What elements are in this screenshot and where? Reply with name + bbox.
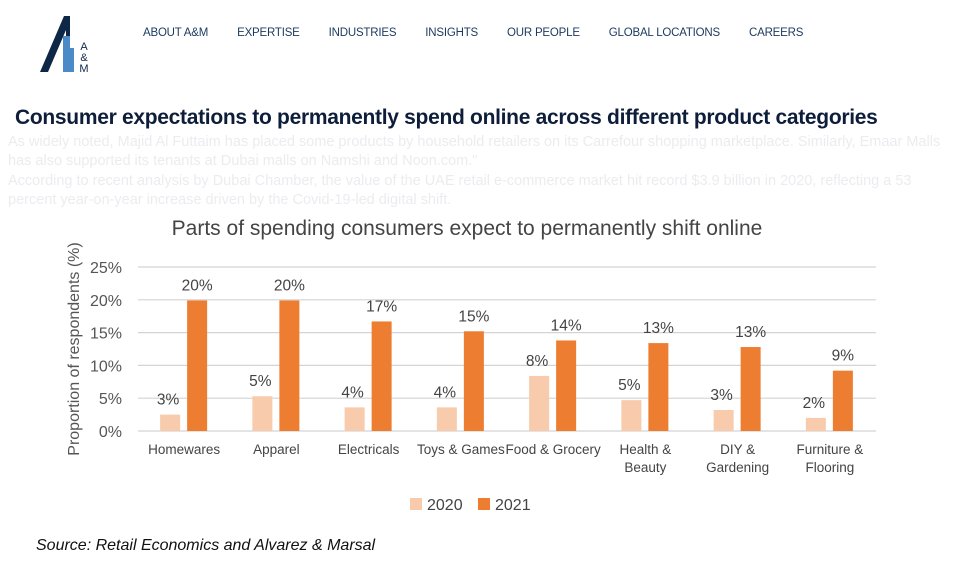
bar-2021 [740,347,761,431]
bar-2020 [344,407,365,431]
source-note: Source: Retail Economics and Alvarez & M… [36,537,376,554]
nav-global-locations[interactable]: GLOBAL LOCATIONS [608,27,720,39]
x-tick-label: Gardening [706,460,769,475]
am-logo-icon: A & M [40,16,89,75]
data-label-2020: 5% [249,373,272,390]
background-paragraph-1: As widely noted, Majid Al Futtaim has pl… [8,134,941,169]
data-label-2020: 3% [710,387,733,404]
x-tick-label: Flooring [805,460,854,475]
nav-careers[interactable]: CAREERS [749,27,804,39]
y-tick-label: 0% [99,424,122,441]
page-heading: Consumer expectations to permanently spe… [15,106,878,129]
bar-2021 [648,343,669,431]
data-label-2021: 9% [832,348,855,365]
y-tick-label: 5% [99,391,122,408]
x-tick-label: Health & [619,442,671,457]
bar-chart: Parts of spending consumers expect to pe… [66,217,876,514]
nav-our-people[interactable]: OUR PEOPLE [507,27,580,39]
bar-2020 [805,417,826,431]
y-axis-label: Proportion of respondents (%) [66,242,83,455]
data-label-2021: 15% [458,308,489,325]
nav-industries[interactable]: INDUSTRIES [328,27,397,39]
data-label-2020: 4% [434,384,457,401]
chart-title: Parts of spending consumers expect to pe… [172,217,763,240]
bar-2021 [463,331,484,431]
y-tick-label: 20% [90,293,122,310]
data-label-2020: 4% [341,384,364,401]
data-label-2021: 20% [274,277,305,294]
background-paragraph-2: According to recent analysis by Dubai Ch… [8,173,912,208]
y-tick-label: 25% [90,260,122,277]
nav-insights[interactable]: INSIGHTS [425,27,479,39]
x-tick-label: Homewares [148,442,220,457]
bar-2021 [832,370,853,431]
legend-label-2021: 2021 [495,497,531,514]
nav-about[interactable]: ABOUT A&M [143,27,209,39]
x-tick-label: Electricals [338,442,400,457]
data-label-2020: 5% [618,377,641,394]
x-tick-label: Furniture & [796,442,863,457]
data-label-2021: 17% [366,298,397,315]
x-tick-label: Toys & Games [417,442,505,457]
data-label-2021: 13% [735,324,766,341]
x-tick-label: Apparel [253,442,300,457]
svg-text:&: & [80,52,88,64]
x-tick-label: DIY & [720,442,755,457]
bar-2021 [187,300,208,431]
legend-label-2020: 2020 [427,497,463,514]
data-label-2020: 2% [803,395,826,412]
bar-2020 [160,414,181,431]
bar-2020 [529,375,550,431]
data-label-2020: 3% [157,392,180,409]
bar-2020 [713,410,734,431]
legend-swatch-2021 [478,498,490,510]
nav-expertise[interactable]: EXPERTISE [237,27,300,39]
data-label-2021: 14% [551,317,582,334]
x-tick-label: Food & Grocery [505,442,601,457]
data-label-2021: 20% [182,277,213,294]
bar-2021 [279,300,300,431]
data-label-2020: 8% [526,353,549,370]
y-tick-label: 10% [90,358,122,375]
bar-2021 [371,321,392,431]
bar-2020 [252,396,273,431]
bar-2021 [556,340,577,431]
data-label-2021: 13% [643,320,674,337]
main-nav: ABOUT A&M EXPERTISE INDUSTRIES INSIGHTS … [143,27,803,39]
y-tick-label: 15% [90,326,122,343]
bar-2020 [621,400,642,431]
svg-text:M: M [79,63,88,74]
am-logo[interactable]: A & M [40,14,110,75]
legend-swatch-2020 [410,498,422,510]
svg-text:A: A [80,41,88,53]
bar-2020 [436,407,457,431]
x-tick-label: Beauty [624,460,666,475]
